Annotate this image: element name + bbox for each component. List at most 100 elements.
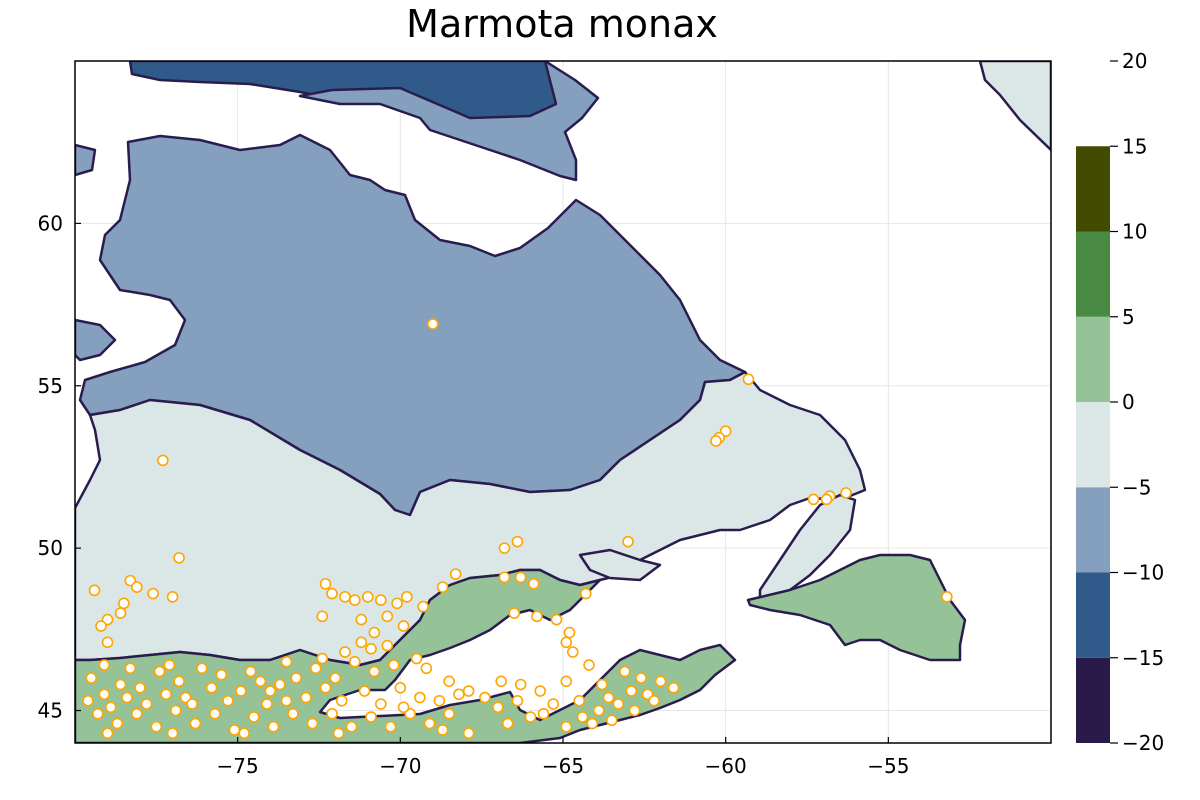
occurrence-point [339, 591, 351, 603]
y-axis: 45 50 55 60 [38, 211, 81, 723]
occurrence-point [82, 694, 94, 707]
occurrence-point [85, 672, 98, 684]
occurrence-point [602, 691, 615, 704]
occurrence-point [118, 597, 130, 610]
occurrence-point [254, 675, 267, 688]
colorbar-bin [1076, 572, 1110, 658]
occurrence-point [576, 711, 589, 723]
occurrence-point [114, 678, 127, 691]
x-tick-label: −65 [542, 754, 584, 778]
region-band-minus10-minus5 [298, 61, 600, 182]
occurrence-point [306, 717, 319, 730]
y-tick-label: 60 [38, 211, 63, 235]
occurrence-point [319, 681, 332, 694]
occurrence-point [189, 717, 202, 730]
occurrence-point [173, 675, 185, 688]
occurrence-point [462, 685, 475, 697]
occurrence-point [319, 578, 332, 590]
occurrence-point [596, 678, 608, 691]
occurrence-point [397, 620, 410, 632]
occurrence-point [443, 707, 455, 720]
occurrence-point [131, 707, 143, 720]
occurrence-point [742, 373, 755, 386]
plot-title: Marmota monax [406, 2, 718, 46]
occurrence-point [147, 587, 159, 600]
occurrence-point [209, 707, 221, 720]
occurrence-point [365, 643, 377, 655]
occurrence-point [358, 685, 371, 697]
occurrence-point [648, 694, 660, 707]
occurrence-point [514, 571, 527, 584]
colorbar-tick-label: 5 [1122, 305, 1135, 329]
occurrence-point [170, 704, 182, 717]
occurrence-point [280, 694, 293, 707]
occurrence-point [667, 681, 680, 694]
occurrence-point [134, 681, 146, 694]
occurrence-point [375, 698, 387, 710]
occurrence-point [414, 691, 426, 704]
occurrence-point [95, 620, 107, 632]
occurrence-point [140, 698, 153, 710]
occurrence-point [807, 493, 820, 506]
occurrence-point [820, 493, 833, 506]
colorbar-tick-label: 0 [1122, 390, 1135, 414]
occurrence-point [290, 672, 303, 684]
occurrence-point [524, 711, 537, 723]
occurrence-point [495, 675, 507, 688]
occurrence-point [335, 694, 348, 707]
occurrence-point [264, 685, 277, 697]
occurrence-point [235, 685, 247, 697]
occurrence-point [150, 720, 163, 733]
occurrence-point [339, 646, 351, 658]
occurrence-point [267, 720, 280, 733]
occurrence-point [635, 672, 647, 684]
colorbar-tick-label: 10 [1122, 220, 1147, 244]
occurrence-point [332, 727, 345, 740]
colorbar-bin [1076, 316, 1110, 402]
occurrence-point [423, 717, 436, 730]
occurrence-point [511, 694, 524, 707]
occurrence-point [619, 665, 631, 678]
x-tick-label: −70 [379, 754, 421, 778]
occurrence-point [345, 720, 358, 733]
occurrence-point [124, 662, 137, 675]
occurrence-point [384, 720, 397, 733]
x-tick-label: −60 [705, 754, 747, 778]
occurrence-point [566, 646, 579, 658]
occurrence-point [131, 581, 143, 593]
occurrence-point [397, 701, 410, 714]
occurrence-point [514, 678, 527, 691]
occurrence-point [622, 535, 634, 548]
occurrence-point [98, 659, 111, 671]
colorbar-bin [1076, 487, 1110, 573]
colorbar-tick-label: 15 [1122, 134, 1147, 158]
occurrence-point [101, 727, 114, 740]
occurrence-point [91, 707, 104, 720]
occurrence-point [205, 681, 218, 694]
occurrence-point [443, 675, 455, 688]
occurrence-point [228, 724, 241, 736]
y-tick-label: 55 [38, 374, 63, 398]
occurrence-point [98, 688, 111, 701]
occurrence-point [111, 717, 124, 730]
occurrence-point [316, 652, 329, 665]
occurrence-point [583, 659, 595, 671]
region-band-minus5-0 [578, 548, 662, 582]
occurrence-point [449, 568, 462, 580]
x-tick-label: −75 [217, 754, 259, 778]
occurrence-point [381, 610, 394, 623]
occurrence-point [215, 668, 228, 681]
occurrence-point [563, 626, 576, 639]
occurrence-point [391, 597, 403, 610]
occurrence-point [365, 711, 377, 723]
occurrence-point [186, 698, 198, 710]
occurrence-point [592, 704, 605, 717]
occurrence-point [628, 704, 641, 717]
occurrence-point [560, 636, 573, 649]
occurrence-point [479, 691, 491, 704]
colorbar-tick-label: −15 [1122, 646, 1164, 670]
region-band-0-5 [75, 568, 737, 743]
occurrence-point [248, 711, 260, 723]
occurrence-point [329, 672, 342, 684]
occurrence-point [436, 724, 449, 736]
